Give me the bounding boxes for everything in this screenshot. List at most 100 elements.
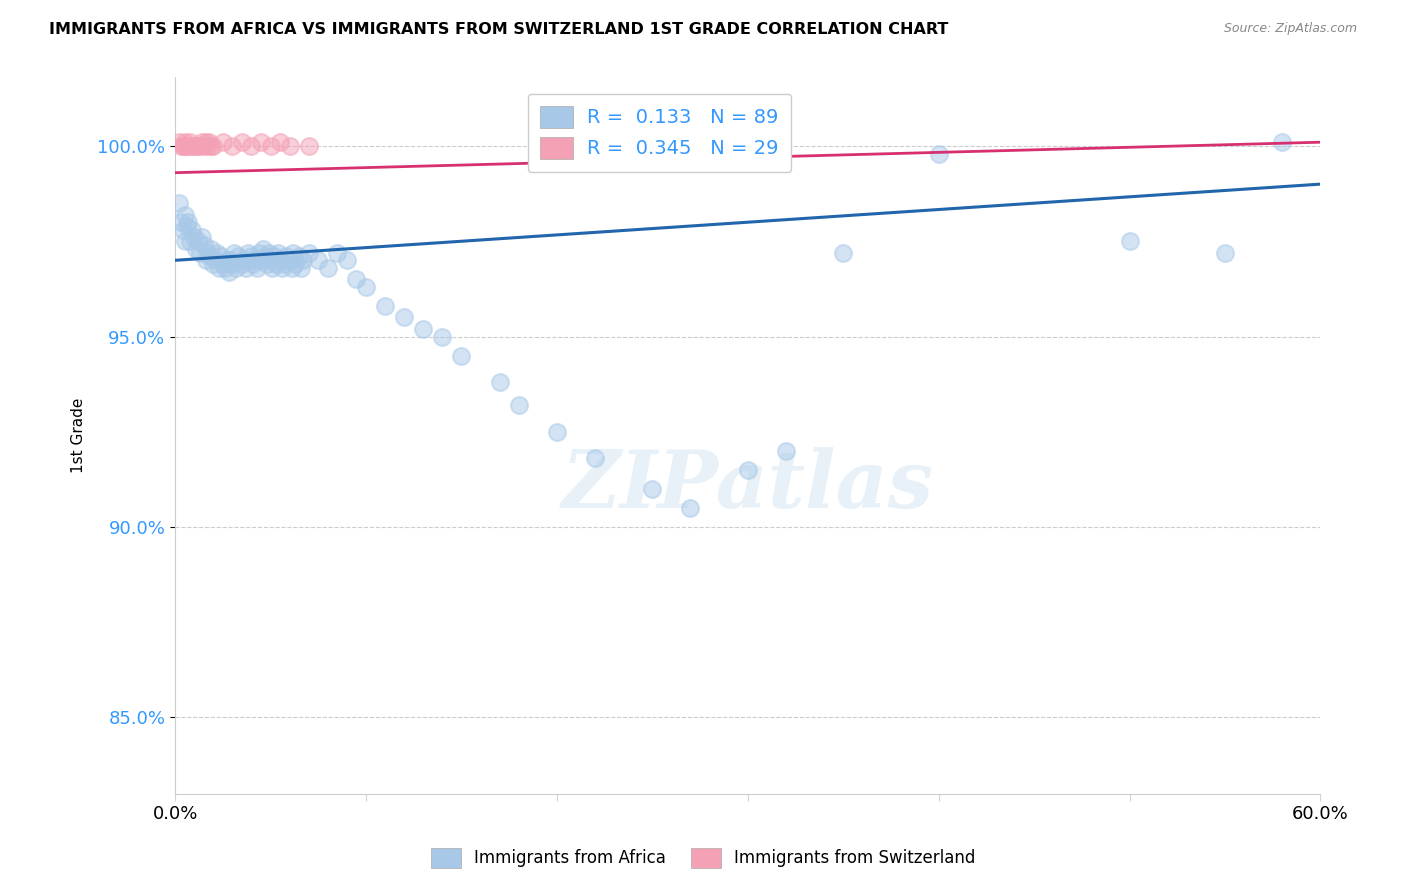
Point (250, 253, 273, 268)
Point (198, 135, 221, 149)
Point (242, 257, 264, 271)
Point (259, 253, 281, 268)
Point (240, 250, 263, 264)
Point (167, 196, 190, 211)
Point (354, 280, 377, 294)
Point (204, 253, 226, 268)
Point (187, 139, 209, 153)
Point (219, 253, 242, 268)
Point (214, 260, 236, 275)
Point (263, 250, 285, 264)
Point (173, 139, 195, 153)
Point (181, 139, 204, 153)
Point (252, 242, 274, 256)
Point (221, 139, 243, 153)
Point (183, 230, 205, 244)
Point (245, 253, 267, 268)
Point (172, 139, 194, 153)
Point (177, 139, 200, 153)
Point (316, 260, 339, 275)
Point (215, 253, 238, 268)
Point (187, 234, 209, 248)
Point (737, 463, 759, 477)
Point (184, 139, 207, 153)
Point (211, 257, 233, 271)
Point (177, 215, 200, 229)
Point (271, 260, 294, 275)
Point (264, 257, 287, 271)
Point (298, 245, 321, 260)
Point (273, 257, 295, 271)
Point (211, 135, 233, 149)
Point (193, 139, 215, 153)
Point (194, 135, 217, 149)
Point (1118, 234, 1140, 248)
Legend: Immigrants from Africa, Immigrants from Switzerland: Immigrants from Africa, Immigrants from … (423, 841, 983, 875)
Point (267, 245, 290, 260)
Point (184, 242, 207, 256)
Point (176, 219, 198, 233)
Point (432, 329, 454, 343)
Point (336, 253, 359, 268)
Point (188, 245, 211, 260)
Point (200, 242, 222, 256)
Point (326, 245, 349, 260)
Point (193, 238, 215, 252)
Point (209, 250, 232, 264)
Point (259, 139, 281, 153)
Point (172, 223, 194, 237)
Point (202, 257, 225, 271)
Point (269, 135, 291, 149)
Point (274, 250, 297, 264)
Point (298, 139, 321, 153)
Point (176, 139, 198, 153)
Point (231, 135, 253, 149)
Point (188, 139, 211, 153)
Point (253, 250, 276, 264)
Point (235, 260, 257, 275)
Point (392, 310, 415, 325)
Point (191, 230, 214, 244)
Point (832, 245, 855, 260)
Point (775, 443, 797, 458)
Point (247, 245, 270, 260)
Point (269, 253, 291, 268)
Point (278, 139, 301, 153)
Legend: R =  0.133   N = 89, R =  0.345   N = 29: R = 0.133 N = 89, R = 0.345 N = 29 (527, 94, 792, 172)
Point (181, 223, 204, 237)
Point (346, 272, 368, 286)
Point (278, 253, 301, 268)
Point (167, 135, 190, 149)
Point (236, 245, 259, 260)
Point (1271, 135, 1294, 149)
Point (250, 135, 273, 149)
Point (679, 500, 702, 515)
Point (170, 139, 193, 153)
Text: Source: ZipAtlas.com: Source: ZipAtlas.com (1223, 22, 1357, 36)
Point (173, 135, 195, 149)
Point (246, 260, 269, 275)
Point (191, 135, 214, 149)
Point (231, 257, 253, 271)
Point (240, 139, 263, 153)
Point (198, 250, 221, 264)
Point (170, 215, 193, 229)
Point (257, 245, 280, 260)
Point (374, 299, 396, 313)
Y-axis label: 1st Grade: 1st Grade (72, 398, 86, 474)
Point (179, 135, 201, 149)
Point (218, 265, 240, 279)
Point (202, 139, 225, 153)
Point (1213, 245, 1236, 260)
Point (641, 482, 664, 496)
Point (179, 234, 201, 248)
Point (280, 260, 302, 275)
Point (928, 146, 950, 161)
Point (224, 245, 246, 260)
Point (283, 245, 305, 260)
Point (412, 322, 434, 336)
Point (290, 260, 312, 275)
Point (173, 208, 195, 222)
Point (232, 253, 254, 268)
Point (208, 260, 231, 275)
